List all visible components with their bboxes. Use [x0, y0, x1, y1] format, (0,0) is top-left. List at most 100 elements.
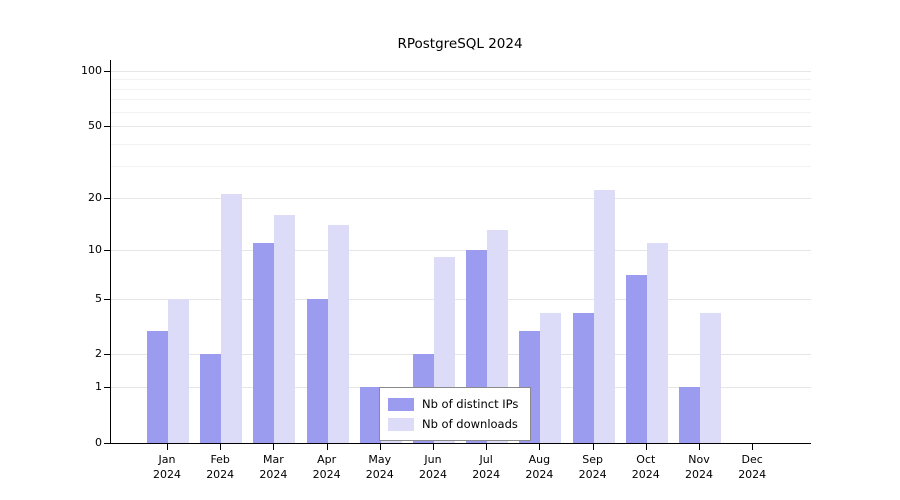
x-tick-month: Apr	[317, 453, 337, 466]
bar-downloads-feb	[221, 193, 243, 443]
minor-gridline	[111, 111, 811, 113]
y-tick-mark	[104, 71, 110, 72]
x-tick-month: Jul	[479, 453, 493, 466]
bar-downloads-sep	[593, 190, 615, 443]
x-tick-year: 2024	[685, 468, 713, 481]
x-tick-label: Sep 2024	[565, 452, 621, 482]
bar-distinct-ips-feb	[200, 354, 222, 443]
x-tick-mark	[645, 444, 647, 450]
x-tick-month: Sep	[582, 453, 603, 466]
bar-downloads-jan	[168, 298, 189, 443]
major-gridline	[111, 354, 811, 356]
major-gridline	[111, 249, 811, 251]
x-tick-mark	[699, 444, 700, 450]
x-tick-year: 2024	[631, 468, 660, 481]
bar-downloads-oct	[646, 242, 668, 443]
x-tick-year: 2024	[259, 468, 288, 481]
y-tick-mark	[104, 126, 110, 128]
x-tick-label: Feb 2024	[192, 452, 248, 482]
x-tick-mark	[486, 444, 488, 450]
x-tick-mark	[273, 444, 275, 450]
y-tick-mark	[104, 387, 110, 389]
bar-distinct-ips-nov	[679, 387, 700, 443]
minor-gridline	[111, 88, 811, 90]
x-tick-label: Jul 2024	[458, 452, 514, 482]
x-tick-label: May 2024	[352, 452, 408, 482]
plot-area: Nb of distinct IPs Nb of downloads	[110, 60, 811, 444]
x-tick-year: 2024	[578, 468, 607, 481]
bar-distinct-ips-oct	[625, 275, 647, 443]
x-tick-year: 2024	[525, 468, 554, 481]
y-tick-label: 5	[95, 291, 102, 305]
x-tick-year: 2024	[419, 468, 447, 481]
bar-downloads-apr	[327, 224, 349, 443]
bar-downloads-aug	[540, 313, 562, 443]
bar-distinct-ips-apr	[306, 298, 328, 443]
bar-distinct-ips-mar	[253, 242, 275, 443]
bar-downloads-mar	[274, 214, 296, 443]
major-gridline	[111, 298, 811, 300]
y-tick-mark	[104, 197, 110, 199]
legend: Nb of distinct IPs Nb of downloads	[379, 387, 532, 441]
x-tick-label: Oct 2024	[618, 452, 674, 482]
x-tick-year: 2024	[738, 468, 767, 481]
x-tick-label: Mar 2024	[245, 452, 301, 482]
y-tick-label: 0	[95, 436, 102, 449]
minor-gridline	[111, 143, 811, 145]
major-gridline	[111, 71, 811, 72]
minor-gridline	[111, 166, 811, 168]
y-tick-label: 1	[95, 380, 102, 394]
x-tick-mark	[539, 444, 541, 450]
minor-gridline	[111, 99, 811, 101]
y-tick-mark	[104, 443, 110, 444]
y-tick-mark	[104, 298, 110, 300]
x-tick-mark	[592, 444, 594, 450]
chart-title: RPostgreSQL 2024	[397, 36, 523, 52]
x-tick-year: 2024	[153, 468, 181, 481]
y-tick-label: 10	[88, 242, 102, 256]
x-tick-mark	[433, 444, 434, 450]
x-tick-year: 2024	[312, 468, 341, 481]
y-tick-label: 100	[81, 64, 102, 77]
x-tick-month: Mar	[263, 453, 284, 466]
legend-row: Nb of downloads	[388, 414, 518, 434]
x-tick-mark	[379, 444, 381, 450]
y-tick-label: 2	[95, 347, 102, 361]
legend-label: Nb of distinct IPs	[422, 397, 519, 411]
x-tick-label: Apr 2024	[299, 452, 355, 482]
bar-downloads-nov	[700, 313, 721, 443]
y-tick-label: 50	[88, 119, 102, 133]
major-gridline	[111, 126, 811, 128]
x-tick-label: Nov 2024	[671, 452, 727, 482]
x-tick-mark	[167, 444, 168, 450]
major-gridline	[111, 197, 811, 199]
x-tick-label: Aug 2024	[511, 452, 567, 482]
x-tick-month: Oct	[636, 453, 656, 466]
x-tick-month: Jun	[424, 453, 442, 466]
x-tick-month: Feb	[210, 453, 230, 466]
x-tick-label: Jan 2024	[139, 452, 195, 482]
x-tick-mark	[752, 444, 754, 450]
x-tick-mark	[326, 444, 328, 450]
x-tick-label: Dec 2024	[724, 452, 780, 482]
bar-distinct-ips-sep	[572, 313, 594, 443]
legend-label: Nb of downloads	[422, 417, 518, 431]
x-tick-year: 2024	[472, 468, 501, 481]
legend-row: Nb of distinct IPs	[388, 394, 518, 414]
y-tick-mark	[104, 249, 110, 251]
minor-gridline	[111, 79, 811, 81]
x-tick-mark	[220, 444, 222, 450]
x-tick-year: 2024	[206, 468, 235, 481]
bar-distinct-ips-jan	[147, 331, 168, 443]
legend-swatch	[388, 397, 414, 411]
x-tick-month: Jan	[158, 453, 176, 466]
x-tick-month: Nov	[688, 453, 710, 466]
x-tick-month: Dec	[741, 453, 763, 466]
bar-distinct-ips-may	[359, 387, 381, 443]
x-tick-year: 2024	[365, 468, 394, 481]
legend-swatch	[388, 417, 414, 431]
y-tick-label: 20	[88, 190, 102, 204]
x-tick-label: Jun 2024	[405, 452, 461, 482]
x-tick-month: May	[368, 453, 392, 466]
